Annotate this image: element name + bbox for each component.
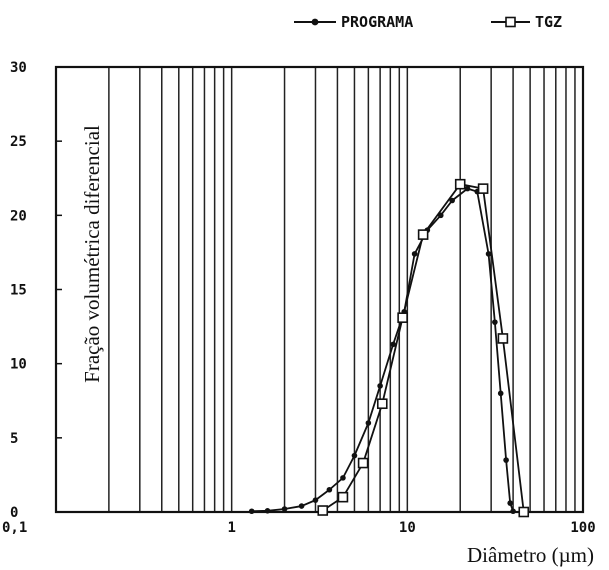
data-point-tgz: [477, 183, 489, 194]
data-point-tgz: [417, 229, 429, 240]
legend-marker-tgz: [505, 16, 516, 28]
data-point-programa: [264, 508, 271, 514]
data-point-programa: [340, 475, 346, 481]
data-point-tgz: [317, 505, 329, 516]
data-point-programa: [485, 251, 492, 257]
data-point-programa: [298, 503, 305, 509]
x-tick-label: 0,1: [2, 520, 27, 536]
y-tick-label: 0: [10, 505, 18, 521]
y-tick-label: 25: [10, 134, 27, 150]
x-tick-label: 100: [570, 520, 595, 536]
series-layer: [248, 178, 530, 518]
x-axis-label: Diâmetro (µm): [467, 543, 594, 567]
y-axis-ticks: 0 5 10 15 20 25 30: [10, 60, 62, 521]
data-point-programa: [492, 319, 498, 325]
data-point-programa: [365, 420, 372, 426]
data-point-programa: [377, 383, 383, 389]
data-point-tgz: [454, 178, 466, 190]
data-point-programa: [248, 508, 255, 515]
data-point-programa: [281, 506, 288, 512]
x-tick-label: 10: [399, 520, 416, 536]
data-point-programa: [312, 497, 319, 503]
legend: PROGRAMA TGZ: [294, 13, 562, 31]
data-point-tgz: [397, 312, 408, 323]
data-point-programa: [351, 452, 358, 459]
y-axis-label: Fração volumétrica diferencial: [80, 125, 104, 383]
x-tick-label: 1: [227, 520, 235, 536]
series-tgz: [317, 178, 530, 518]
data-point-programa: [507, 500, 513, 506]
vertical-gridlines: [108, 67, 576, 512]
data-point-programa: [449, 197, 455, 204]
y-tick-label: 10: [10, 357, 27, 373]
legend-label-tgz: TGZ: [535, 13, 562, 31]
data-point-programa: [464, 185, 471, 192]
data-point-programa: [411, 251, 418, 257]
x-axis-ticks: 0,1 1 10 100: [2, 520, 596, 536]
y-tick-label: 5: [10, 431, 18, 447]
data-point-tgz: [518, 506, 530, 518]
legend-label-programa: PROGRAMA: [341, 13, 413, 31]
data-point-tgz: [497, 333, 509, 344]
data-point-tgz: [376, 398, 388, 410]
y-tick-label: 15: [10, 283, 27, 299]
y-tick-label: 30: [10, 60, 27, 76]
data-point-programa: [497, 390, 504, 397]
data-point-programa: [510, 508, 516, 515]
data-point-tgz: [357, 457, 369, 469]
y-tick-label: 20: [10, 208, 27, 224]
legend-marker-programa: [311, 18, 319, 26]
data-point-programa: [503, 457, 509, 463]
data-point-tgz: [337, 491, 349, 503]
series-line-tgz: [322, 183, 525, 513]
data-point-programa: [326, 486, 333, 493]
data-point-programa: [390, 341, 396, 348]
